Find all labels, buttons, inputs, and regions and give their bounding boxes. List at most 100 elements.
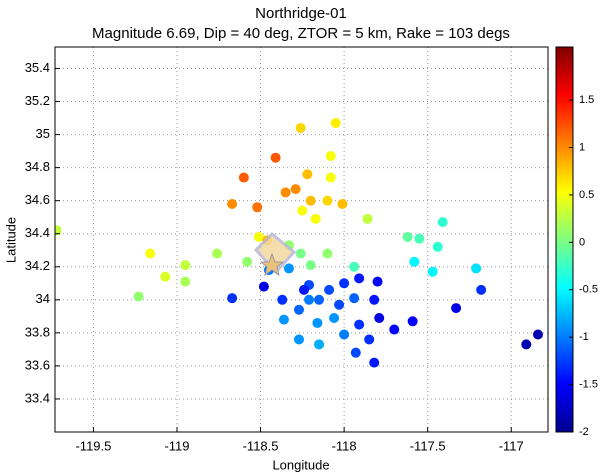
y-tick-label: 35.2 [25,93,50,108]
point [532,329,543,340]
y-tick-label: 34.4 [25,225,50,240]
point [374,312,385,323]
y-tick-label: 34.8 [25,159,50,174]
point [227,293,238,304]
point [334,299,345,310]
point [407,316,418,327]
point [427,266,438,277]
point [437,217,448,228]
point [304,294,315,305]
y-tick-label: 33.4 [25,390,50,405]
point [305,260,316,271]
point [160,271,171,282]
point [432,241,443,252]
point [280,187,291,198]
point [227,198,238,209]
point [364,334,375,345]
point [350,347,361,358]
colorbar-tick-label: -1 [579,331,589,343]
point [238,172,249,183]
point [258,281,269,292]
point [305,195,316,206]
point [521,339,532,350]
point [471,263,482,274]
point [293,304,304,315]
y-tick-label: 33.8 [25,324,50,339]
colorbar-tick-label: 1 [579,141,585,153]
point [337,198,348,209]
point [349,293,360,304]
colorbar-tick-label: 1.5 [579,94,594,106]
x-axis-label: Longitude [272,457,329,472]
fault-plane [253,231,297,276]
y-tick-label: 34.2 [25,258,50,273]
colorbar-tick-label: 0.5 [579,189,594,201]
point [278,314,289,325]
point [372,276,383,287]
point [369,294,380,305]
y-tick-label: 35.4 [25,60,50,75]
point [451,303,462,314]
y-axis-label: Latitude [3,217,18,263]
point [324,284,335,295]
point [133,291,144,302]
y-tick-label: 33.6 [25,357,50,372]
point [339,278,350,289]
point [339,329,350,340]
point [369,357,380,368]
point [330,118,341,129]
point [290,184,301,195]
point [295,248,306,259]
point [362,213,373,224]
point [389,324,400,335]
point [145,248,156,259]
point [349,261,360,272]
point [302,169,313,180]
point [414,233,425,244]
colorbar-tick-label: -1.5 [579,378,598,390]
x-tick-label: -117.5 [410,438,446,453]
colorbar-tick-label: 0 [579,236,585,248]
x-tick-label: -119.5 [75,438,111,453]
point [242,256,253,267]
point [297,205,308,216]
colorbar-tick-label: -2 [579,426,589,438]
x-tick-label: -119 [164,438,189,453]
chart-subtitle: Magnitude 6.69, Dip = 40 deg, ZTOR = 5 k… [92,25,510,42]
point [310,213,321,224]
y-tick-label: 34.6 [25,192,50,207]
point [322,248,333,259]
point [409,256,420,267]
y-tick-label: 34 [36,291,50,306]
x-tick-label: -118.5 [243,438,279,453]
point [252,202,263,213]
x-tick-label: -117 [499,438,524,453]
point [354,273,365,284]
point [295,122,306,133]
point [354,319,365,330]
point [299,284,310,295]
chart-title: Northridge-01 [255,5,347,22]
point [314,339,325,350]
point [329,312,340,323]
point [314,294,325,305]
point [325,151,336,162]
colorbar [555,46,574,433]
point [180,276,191,287]
point [212,248,223,259]
point [55,225,62,236]
point [277,294,288,305]
point [325,172,336,183]
point [283,263,294,274]
x-tick-label: -118 [332,438,357,453]
point [293,334,304,345]
point [322,195,333,206]
point [402,232,413,243]
plot-frame [54,46,549,433]
colorbar-tick-label: -0.5 [579,284,598,296]
point [270,152,281,163]
point [253,232,264,243]
point [476,284,487,295]
y-tick-label: 35 [36,126,50,141]
